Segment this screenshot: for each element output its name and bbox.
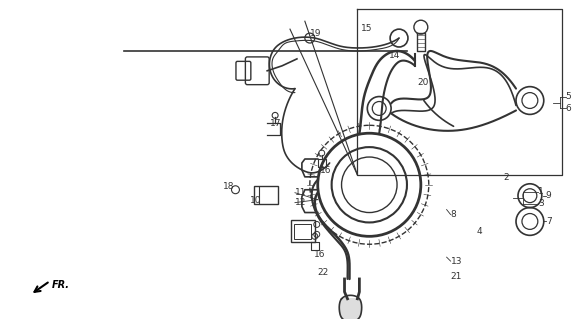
Text: 2: 2 [503, 173, 509, 182]
Text: 12: 12 [295, 198, 306, 207]
Text: 1: 1 [538, 187, 543, 196]
Text: 16: 16 [320, 166, 331, 175]
Text: 19: 19 [310, 28, 321, 38]
Text: 7: 7 [546, 217, 551, 226]
Text: 8: 8 [451, 210, 457, 219]
Text: 21: 21 [451, 272, 462, 282]
Text: 16: 16 [314, 250, 325, 259]
Text: 6: 6 [566, 104, 571, 113]
Text: 14: 14 [389, 52, 401, 60]
Text: 13: 13 [451, 257, 462, 266]
Text: 5: 5 [566, 92, 571, 101]
Polygon shape [339, 299, 361, 320]
Text: 11: 11 [295, 188, 306, 197]
Text: 17: 17 [270, 119, 281, 128]
Text: 22: 22 [318, 268, 329, 276]
Text: FR.: FR. [52, 280, 70, 290]
Text: 4: 4 [476, 227, 482, 236]
Text: 10: 10 [250, 196, 262, 205]
Text: 3: 3 [538, 199, 543, 208]
Text: 20: 20 [417, 78, 428, 87]
Text: 9: 9 [546, 191, 551, 200]
Text: 15: 15 [361, 24, 373, 33]
Text: 18: 18 [223, 182, 234, 191]
